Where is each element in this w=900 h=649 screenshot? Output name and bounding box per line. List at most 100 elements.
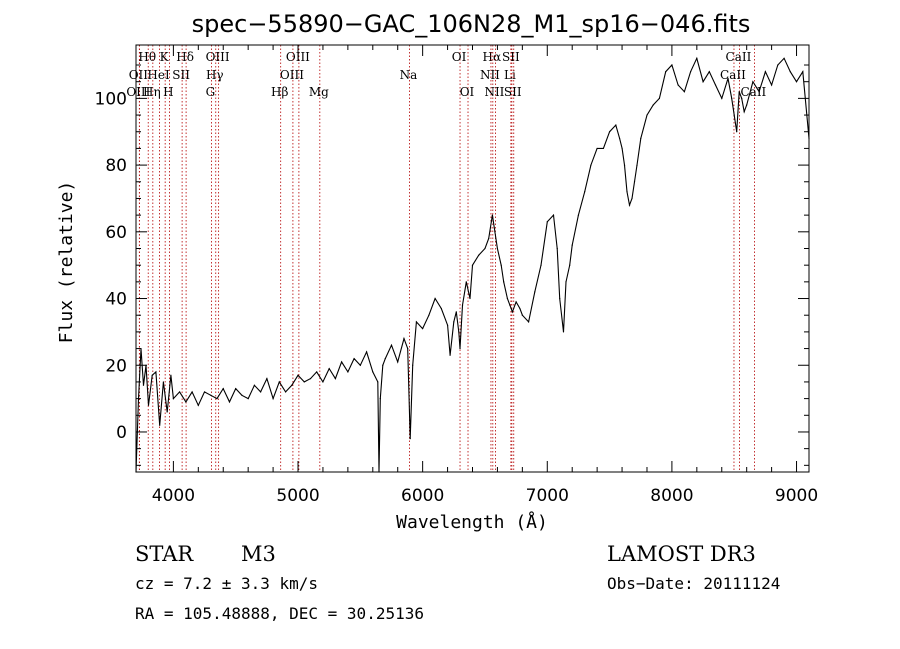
emission-line-label: Hθ [138, 50, 156, 64]
emission-line-label: OI [452, 50, 467, 64]
ra-dec-coordinates: RA = 105.48888, DEC = 30.25136 [135, 604, 424, 623]
emission-line-label: OIII [206, 50, 230, 64]
data-point [702, 81, 704, 83]
data-point [382, 364, 384, 366]
emission-line-label: SII [172, 68, 190, 82]
data-point [764, 71, 766, 73]
spectrum-series [135, 56, 810, 473]
data-point [159, 424, 161, 426]
emission-line-label: Li [504, 68, 516, 82]
data-point [322, 381, 324, 383]
x-tick-labels: 4000 5000 6000 7000 8000 9000 [152, 486, 818, 506]
data-point [633, 181, 636, 183]
emission-line-label: OIII [286, 50, 310, 64]
data-point [527, 321, 530, 323]
chart-title: spec−55890−GAC_106N28_M1_sp16−046.fits [192, 10, 751, 38]
data-point [540, 264, 542, 266]
data-point [488, 237, 490, 240]
data-point [191, 391, 193, 393]
data-point [428, 314, 430, 316]
data-point [511, 311, 513, 313]
data-point [151, 374, 153, 376]
data-point [738, 91, 740, 93]
data-point [228, 401, 231, 403]
data-point [777, 64, 779, 66]
emission-line-label: OI [460, 85, 475, 99]
data-point [235, 388, 237, 390]
data-point [743, 111, 745, 113]
emission-line-label: Hη [143, 85, 161, 99]
data-point [412, 364, 414, 366]
data-point [626, 191, 628, 193]
survey-name: LAMOST DR3 [607, 542, 756, 566]
axis-ticks [136, 45, 809, 472]
data-point [440, 307, 442, 310]
data-point [272, 398, 274, 400]
data-point [471, 264, 474, 266]
data-point [577, 214, 580, 216]
data-point [403, 337, 405, 340]
data-point [671, 64, 673, 66]
data-point [390, 344, 393, 346]
data-point [446, 324, 449, 326]
data-point [631, 197, 633, 200]
emission-line-markers: Hθ OII OIII K HeI Hη Hδ SII H OIII Hγ G OIII OIII Hβ Mg… [126, 45, 767, 472]
data-point [640, 137, 642, 140]
data-point [602, 147, 604, 150]
data-point [216, 398, 218, 400]
y-tick-label: 60 [105, 223, 127, 243]
data-point [142, 384, 145, 386]
data-point [253, 384, 255, 386]
data-point [484, 247, 486, 250]
data-point [646, 114, 648, 116]
data-point [652, 104, 654, 106]
data-point [506, 297, 508, 300]
emission-line-label: Mg [309, 85, 329, 99]
data-point [731, 97, 733, 99]
data-point [284, 391, 287, 393]
data-point [170, 374, 172, 376]
data-point [297, 374, 299, 376]
x-tick-label: 8000 [650, 486, 693, 506]
emission-line-label: K [160, 50, 170, 64]
data-point [665, 71, 667, 73]
data-point [708, 71, 710, 73]
data-point [453, 321, 455, 323]
data-point [562, 331, 565, 333]
data-point [590, 164, 592, 166]
emission-line-label: H [163, 85, 173, 99]
data-point [316, 371, 318, 373]
data-point [618, 137, 621, 140]
data-point [658, 97, 661, 99]
data-point [746, 104, 748, 106]
data-point [379, 398, 381, 400]
data-point [628, 204, 631, 206]
data-point [185, 401, 187, 403]
data-point [197, 404, 199, 406]
data-point [515, 301, 517, 303]
data-point [789, 71, 791, 73]
data-point [166, 411, 168, 413]
data-point [683, 91, 685, 93]
data-point [465, 281, 467, 283]
data-point [727, 77, 729, 79]
emission-line-label: HeI [147, 68, 170, 82]
emission-line-label: Hα [483, 50, 502, 64]
data-point [407, 347, 409, 350]
data-point [455, 311, 457, 313]
data-point [384, 357, 386, 360]
data-point [260, 391, 262, 393]
data-point [203, 391, 206, 393]
data-point [359, 364, 361, 366]
emission-line-label: Hδ [176, 50, 194, 64]
data-point [422, 327, 424, 330]
emission-line-label: NII [484, 85, 504, 99]
data-point [559, 297, 561, 300]
data-point [409, 438, 411, 440]
data-point [222, 388, 224, 390]
data-point [500, 264, 502, 266]
data-point [621, 147, 623, 150]
data-point [771, 84, 773, 86]
emission-line-label: NII [480, 68, 500, 82]
data-point [556, 247, 558, 250]
